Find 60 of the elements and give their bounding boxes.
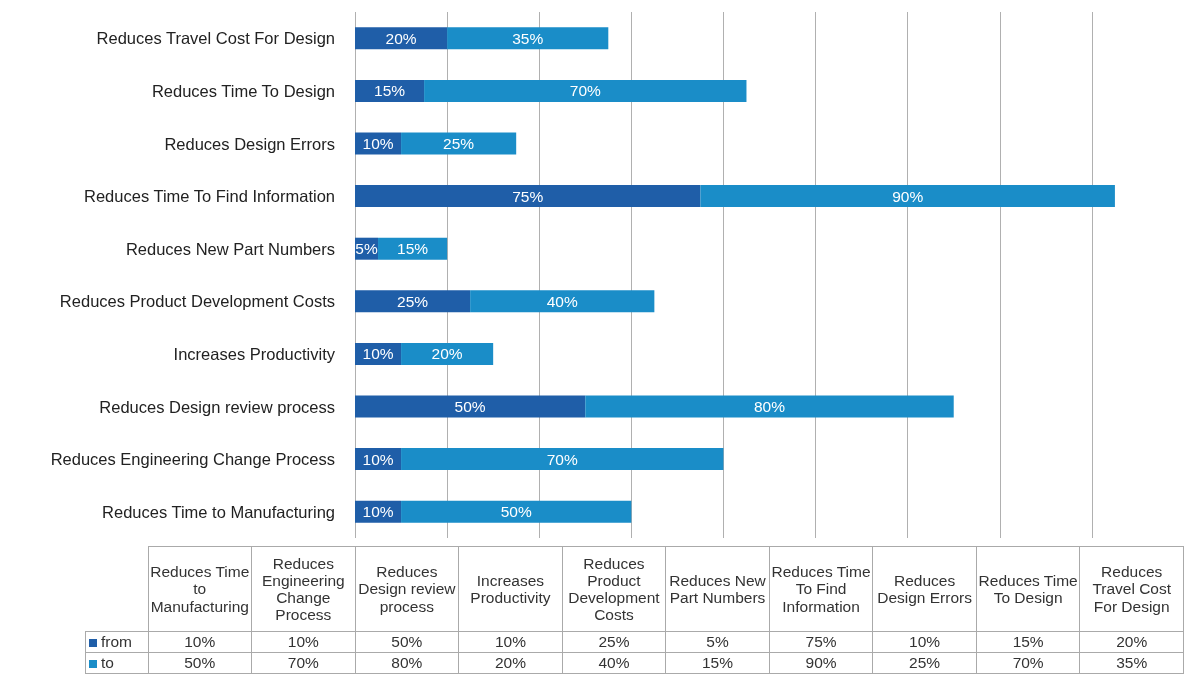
- data-label: 15%: [397, 240, 429, 258]
- data-label: 10%: [362, 135, 394, 152]
- y-tick-label: Reduces Design Errors: [164, 134, 335, 153]
- y-tick-label: Reduces Time to Manufacturing: [102, 502, 335, 521]
- text: 10%: [909, 633, 941, 651]
- data-label: 70%: [546, 450, 578, 468]
- y-tick-label: Reduces Design review process: [99, 397, 335, 416]
- data-label: 10%: [362, 345, 394, 363]
- text: 20%: [494, 654, 526, 672]
- text: 80%: [391, 654, 423, 672]
- category-label: Increases Productivity: [470, 571, 551, 606]
- text: 75%: [805, 633, 837, 651]
- data-label: 40%: [546, 292, 578, 310]
- legend-label: to: [85, 652, 148, 674]
- text: 10%: [287, 633, 319, 651]
- y-tick-label: Reduces Travel Cost For Design: [96, 29, 335, 48]
- text: 50%: [391, 633, 423, 651]
- text: 10%: [494, 633, 526, 651]
- text: 50%: [184, 654, 216, 672]
- y-tick-label: Reduces Engineering Change Process: [50, 450, 335, 469]
- text: 25%: [909, 654, 941, 672]
- y-tick-label: Reduces Time To Find Information: [84, 187, 335, 206]
- category-label: Reduces Time To Design: [978, 571, 1078, 606]
- data-label: 15%: [374, 82, 406, 100]
- data-label: 10%: [362, 450, 394, 468]
- category-label: Reduces Design review process: [358, 563, 456, 615]
- y-tick-label: Reduces New Part Numbers: [125, 239, 335, 258]
- data-label: 50%: [500, 503, 532, 521]
- data-label: 10%: [362, 503, 394, 521]
- y-tick-label: Reduces Time To Design: [151, 81, 335, 100]
- text: 10%: [184, 633, 216, 651]
- data-label: 20%: [385, 29, 417, 47]
- legend-label: from: [85, 631, 148, 653]
- text: 5%: [706, 633, 729, 651]
- text: 70%: [287, 654, 319, 672]
- data-label: 70%: [569, 82, 601, 100]
- data-label: 20%: [431, 345, 463, 363]
- y-tick-label: Increases Productivity: [173, 344, 336, 363]
- y-tick-label: Reduces Product Development Costs: [59, 292, 335, 311]
- category-label: Reduces Travel Cost For Design: [1092, 563, 1172, 615]
- data-label: 35%: [512, 29, 544, 47]
- category-label: Reduces Product Development Costs: [568, 554, 660, 624]
- text: 15%: [1012, 633, 1044, 651]
- data-label: 50%: [454, 398, 486, 415]
- data-label: 25%: [443, 135, 475, 152]
- text: 40%: [598, 654, 630, 672]
- data-label: 75%: [512, 187, 544, 205]
- category-label: Reduces Time To Find Information: [771, 563, 871, 615]
- data-label: 80%: [753, 398, 786, 415]
- text: 15%: [701, 654, 734, 672]
- text: 35%: [1116, 654, 1148, 672]
- text: 70%: [1012, 654, 1044, 672]
- category-label: Reduces New Part Numbers: [669, 571, 766, 606]
- text: 90%: [805, 654, 837, 672]
- data-label: 25%: [397, 292, 429, 310]
- text: 25%: [598, 633, 630, 651]
- data-label: 5%: [355, 240, 378, 258]
- text: 20%: [1116, 633, 1148, 651]
- data-label: 90%: [892, 187, 924, 205]
- category-label: Reduces Design Errors: [877, 571, 972, 606]
